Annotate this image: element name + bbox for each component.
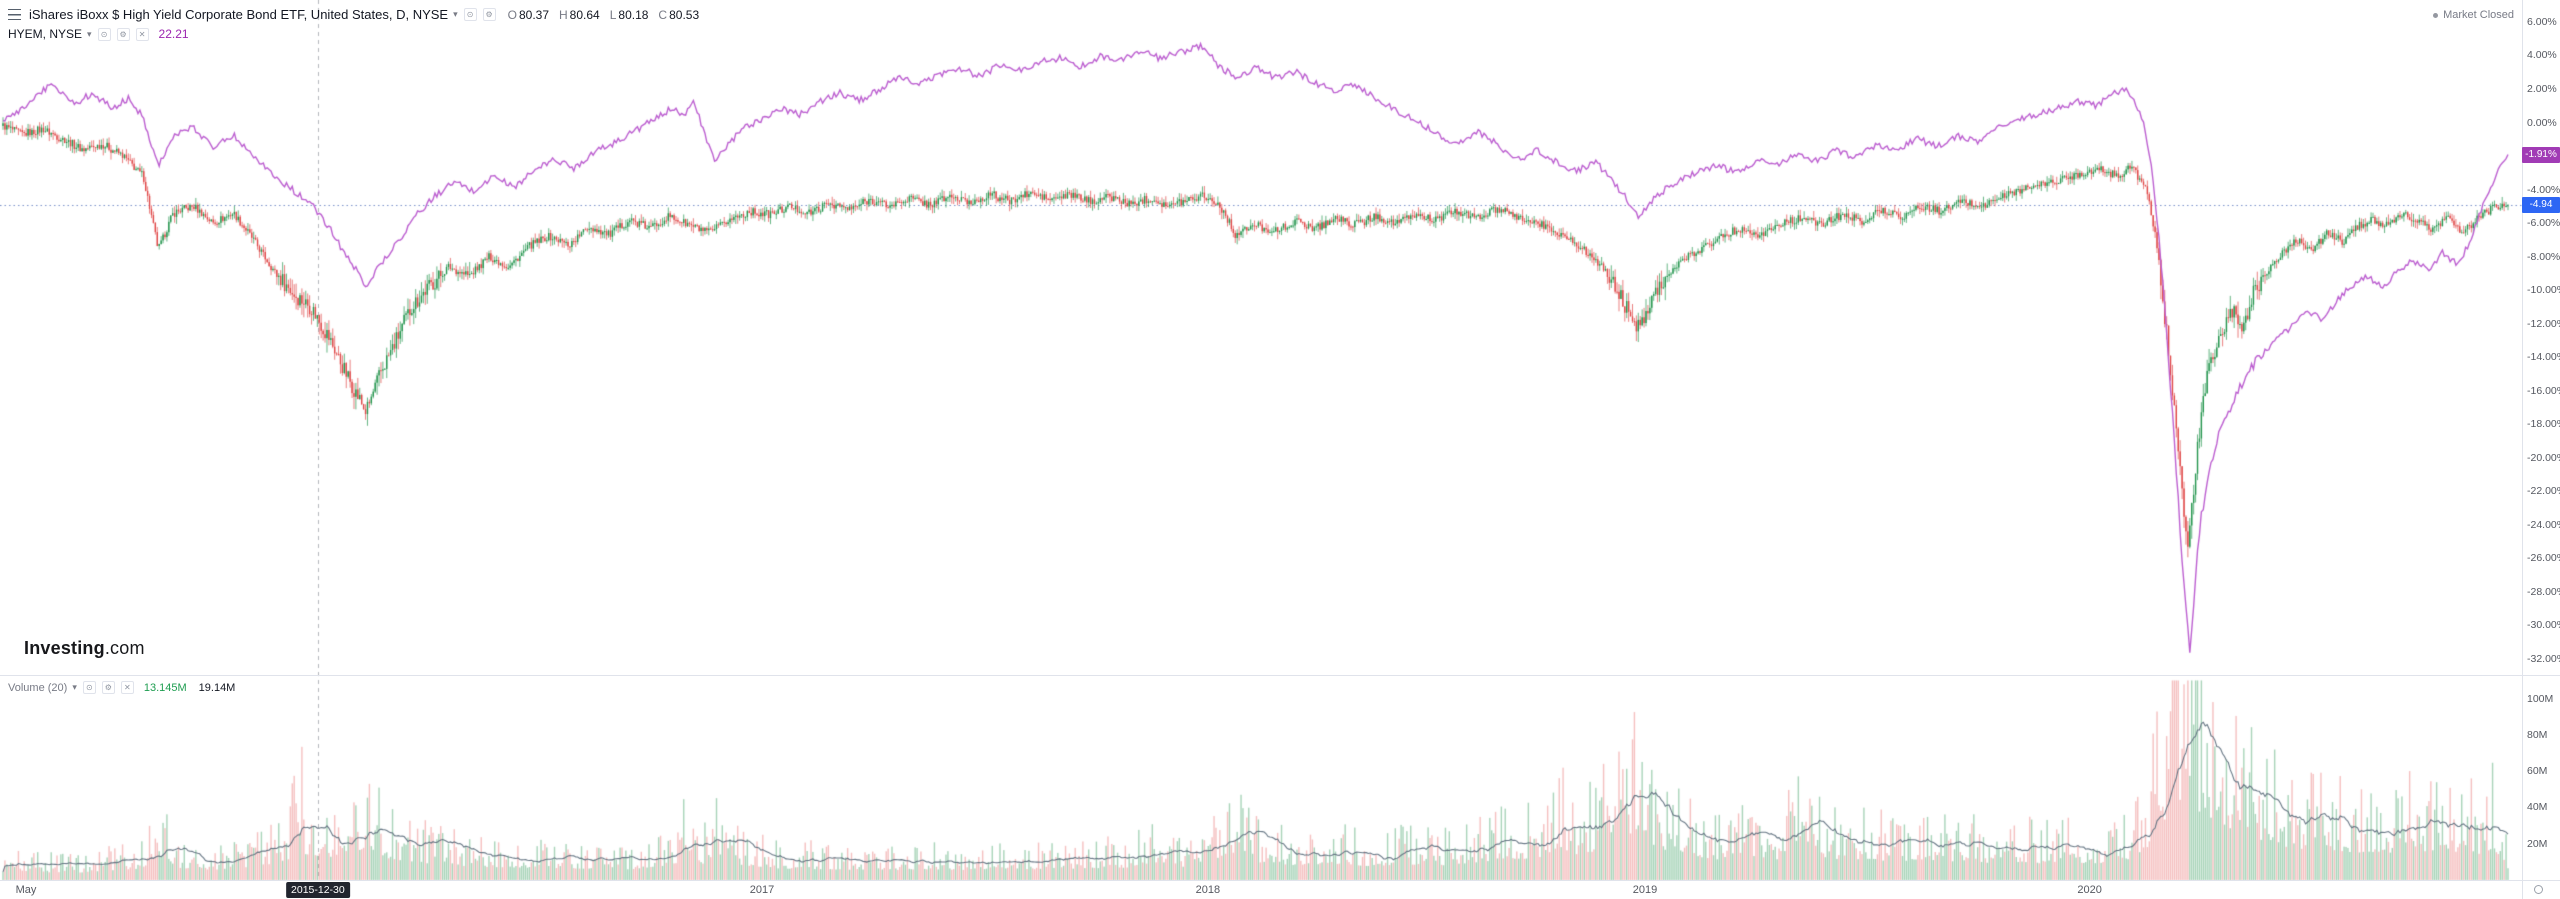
market-status-dot-icon <box>2433 12 2439 18</box>
high-label: H <box>559 7 568 22</box>
volume-axis-label: 40M <box>2527 801 2548 814</box>
logo-text-bold: Investing <box>24 638 105 658</box>
market-status-label: Market Closed <box>2443 9 2514 21</box>
volume-axis-label: 60M <box>2527 765 2548 778</box>
compare-last-badge: -1.91% <box>2522 146 2560 163</box>
price-axis-label: -20.00% <box>2527 451 2560 464</box>
close-label: C <box>658 7 668 22</box>
compare-symbol[interactable]: HYEM, NYSE <box>8 27 83 41</box>
price-last-badge: -4.94 <box>2522 197 2560 214</box>
price-axis-label: 0.00% <box>2527 116 2557 129</box>
volume-axis-label: 20M <box>2527 837 2548 850</box>
volume-ma-value: 19.14M <box>198 681 236 694</box>
price-axis-label: -32.00% <box>2527 652 2560 665</box>
compare-value: 22.21 <box>158 27 189 41</box>
price-axis-label: -4.00% <box>2527 183 2560 196</box>
pane-separator[interactable] <box>0 675 2560 676</box>
clock-icon[interactable] <box>2534 885 2543 894</box>
symbol-legend: iShares iBoxx $ High Yield Corporate Bon… <box>8 7 699 22</box>
settings-icon[interactable]: ⚙ <box>482 8 496 21</box>
eye-icon[interactable]: ⊙ <box>463 8 477 21</box>
low-value: 80.18 <box>618 7 649 22</box>
open-value: 80.37 <box>518 7 549 22</box>
eye-icon[interactable]: ⊙ <box>97 27 111 41</box>
open-label: O <box>507 7 517 22</box>
price-axis-label: 4.00% <box>2527 49 2557 62</box>
settings-icon[interactable]: ⚙ <box>101 681 115 694</box>
price-axis-label: -18.00% <box>2527 418 2560 431</box>
price-axis-label: -24.00% <box>2527 518 2560 531</box>
volume-axis-label: 80M <box>2527 728 2548 741</box>
eye-icon[interactable]: ⊙ <box>82 681 96 694</box>
price-axis-label: -6.00% <box>2527 217 2560 230</box>
price-axis-label: -14.00% <box>2527 351 2560 364</box>
time-axis-label: 2018 <box>1195 884 1221 896</box>
time-axis-label: 2017 <box>749 884 775 896</box>
chevron-down-icon[interactable]: ▾ <box>87 28 92 39</box>
price-axis-label: -16.00% <box>2527 384 2560 397</box>
price-axis-label: -30.00% <box>2527 619 2560 632</box>
volume-indicator-label[interactable]: Volume (20) <box>8 681 68 694</box>
ohlc-values: O 80.37 H 80.64 L 80.18 C 80.53 <box>508 8 700 22</box>
symbol-title[interactable]: iShares iBoxx $ High Yield Corporate Bon… <box>29 7 449 22</box>
chevron-down-icon[interactable]: ▾ <box>453 9 458 19</box>
time-axis[interactable]: 2015-12-30 May 2017 2018 2019 2020 <box>0 881 2522 899</box>
price-axis-label: -10.00% <box>2527 284 2560 297</box>
low-label: L <box>609 7 617 22</box>
close-icon[interactable]: ✕ <box>120 681 134 694</box>
logo-text-suffix: .com <box>104 638 145 658</box>
time-axis-separator <box>0 880 2560 881</box>
price-axis-label: -8.00% <box>2527 250 2560 263</box>
investing-com-logo: Investing.com <box>24 638 145 659</box>
price-axis-label: -26.00% <box>2527 552 2560 565</box>
time-axis-label: 2020 <box>2077 884 2102 896</box>
price-axis-label: -28.00% <box>2527 585 2560 598</box>
chevron-down-icon[interactable]: ▾ <box>72 682 77 692</box>
price-axis-label: 6.00% <box>2527 15 2557 28</box>
date-crosshair-badge: 2015-12-30 <box>286 882 350 898</box>
settings-icon[interactable]: ⚙ <box>116 27 130 41</box>
price-axis-label: 2.00% <box>2527 83 2557 95</box>
market-status: Market Closed <box>2433 9 2514 21</box>
close-value: 80.53 <box>669 7 700 22</box>
volume-legend: Volume (20) ▾ ⊙ ⚙ ✕ 13.145M 19.14M <box>8 681 235 694</box>
price-axis-separator <box>2522 0 2523 899</box>
price-axis-label: -22.00% <box>2527 485 2560 498</box>
volume-axis-label: 100M <box>2527 692 2554 705</box>
volume-current-value: 13.145M <box>143 681 187 694</box>
time-axis-label: 2019 <box>1632 884 1658 896</box>
compare-legend: HYEM, NYSE ▾ ⊙ ⚙ ✕ 22.21 <box>8 27 189 41</box>
symbol-menu-icon[interactable] <box>8 9 21 20</box>
price-axis-label: -12.00% <box>2527 317 2560 330</box>
close-icon[interactable]: ✕ <box>135 27 149 41</box>
high-value: 80.64 <box>569 7 600 22</box>
time-axis-label: May <box>15 884 37 896</box>
